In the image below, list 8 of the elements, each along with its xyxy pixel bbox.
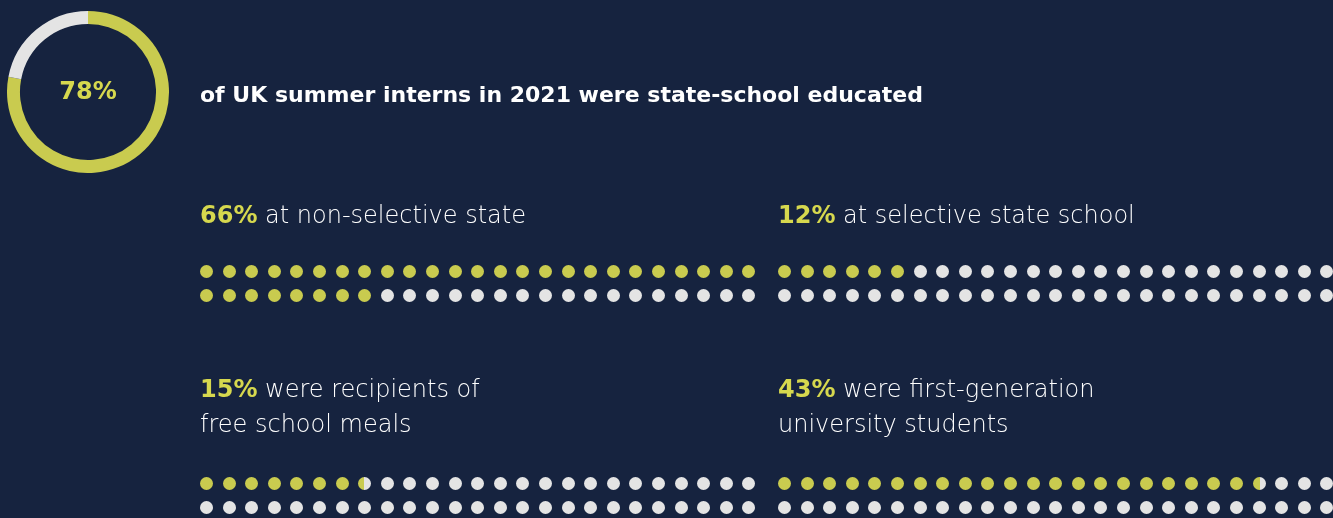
data-label: 66% — [200, 201, 258, 229]
text: at selective state school — [843, 201, 1135, 229]
data-label: 12% — [778, 201, 836, 229]
data-label: 15% — [200, 375, 258, 403]
text: of UK summer interns in 2021 were state-school educated — [200, 81, 923, 109]
data-label: 43% — [778, 375, 836, 403]
data-label: 78% — [58, 77, 118, 105]
text: at non-selective state — [265, 201, 526, 229]
